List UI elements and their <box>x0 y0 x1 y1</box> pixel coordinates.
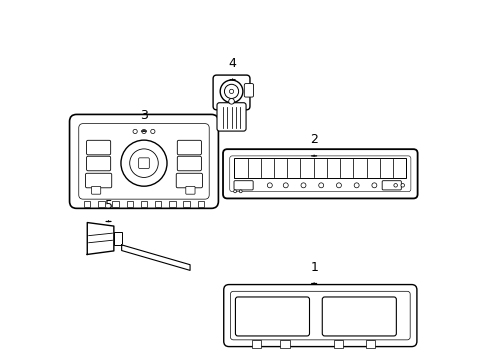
Circle shape <box>372 183 377 188</box>
Bar <box>98 201 105 207</box>
Bar <box>334 340 343 348</box>
FancyBboxPatch shape <box>139 158 149 168</box>
FancyBboxPatch shape <box>230 291 410 340</box>
Bar <box>84 201 91 207</box>
Bar <box>183 201 190 207</box>
Text: 1: 1 <box>310 261 318 274</box>
Bar <box>234 158 406 178</box>
Circle shape <box>354 183 359 188</box>
Circle shape <box>229 99 234 104</box>
Circle shape <box>234 190 237 193</box>
FancyBboxPatch shape <box>70 114 219 208</box>
Circle shape <box>337 183 342 188</box>
FancyBboxPatch shape <box>177 140 201 155</box>
Circle shape <box>142 129 146 134</box>
Bar <box>252 340 261 348</box>
Circle shape <box>239 190 242 193</box>
Circle shape <box>133 129 137 134</box>
Circle shape <box>130 149 158 177</box>
Circle shape <box>401 184 405 187</box>
Bar <box>112 201 119 207</box>
Polygon shape <box>87 222 114 255</box>
FancyBboxPatch shape <box>79 123 209 199</box>
FancyBboxPatch shape <box>245 84 253 97</box>
Circle shape <box>268 183 272 188</box>
Polygon shape <box>122 245 190 270</box>
Text: 3: 3 <box>140 108 148 122</box>
Bar <box>280 340 290 348</box>
FancyBboxPatch shape <box>223 149 417 198</box>
Circle shape <box>283 183 288 188</box>
FancyBboxPatch shape <box>230 156 411 192</box>
Bar <box>126 201 133 207</box>
FancyBboxPatch shape <box>234 181 253 190</box>
FancyBboxPatch shape <box>382 181 401 190</box>
Text: 2: 2 <box>310 133 318 146</box>
FancyBboxPatch shape <box>213 75 250 110</box>
Circle shape <box>224 84 239 99</box>
Circle shape <box>394 184 397 187</box>
Circle shape <box>151 129 155 134</box>
FancyBboxPatch shape <box>85 173 112 188</box>
FancyBboxPatch shape <box>176 173 202 188</box>
Bar <box>366 340 375 348</box>
Circle shape <box>301 183 306 188</box>
FancyBboxPatch shape <box>87 156 111 171</box>
Circle shape <box>220 80 243 103</box>
FancyBboxPatch shape <box>92 186 101 194</box>
FancyBboxPatch shape <box>224 284 417 347</box>
Circle shape <box>318 183 324 188</box>
Circle shape <box>229 89 234 94</box>
Bar <box>155 201 161 207</box>
Bar <box>114 232 122 245</box>
FancyBboxPatch shape <box>186 186 195 194</box>
Text: 5: 5 <box>104 199 113 212</box>
Bar <box>169 201 175 207</box>
FancyBboxPatch shape <box>235 297 310 336</box>
FancyBboxPatch shape <box>322 297 396 336</box>
FancyBboxPatch shape <box>217 103 246 131</box>
Text: 4: 4 <box>229 57 237 70</box>
Bar <box>197 201 204 207</box>
Bar <box>141 201 147 207</box>
Circle shape <box>121 140 167 186</box>
FancyBboxPatch shape <box>87 140 111 155</box>
FancyBboxPatch shape <box>177 156 201 171</box>
